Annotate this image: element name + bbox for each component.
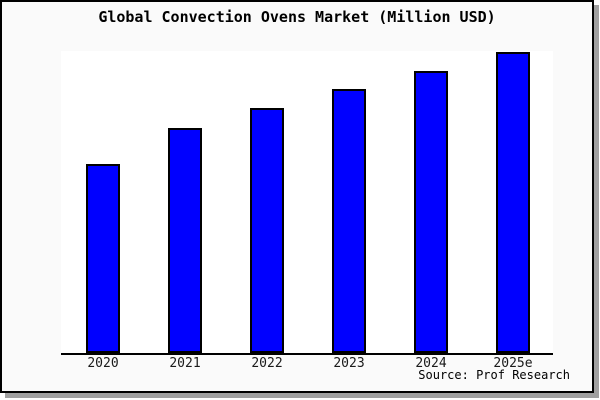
bar-2024	[414, 71, 448, 353]
x-axis-line	[61, 353, 553, 355]
bar-2020	[86, 164, 120, 353]
x-tick-label-2021: 2021	[169, 356, 201, 371]
x-tick-label-2023: 2023	[333, 356, 365, 371]
chart-card: Global Convection Ovens Market (Million …	[0, 0, 594, 393]
bar-2025e	[496, 52, 530, 353]
x-tick-label-2025e: 2025e	[493, 356, 533, 371]
x-tick-label-2024: 2024	[415, 356, 447, 371]
plot-area	[61, 51, 553, 353]
bar-2023	[332, 89, 366, 353]
bar-2022	[250, 108, 284, 353]
x-tick-label-2020: 2020	[87, 356, 119, 371]
x-tick-label-2022: 2022	[251, 356, 283, 371]
chart-title: Global Convection Ovens Market (Million …	[98, 8, 496, 26]
source-note: Source: Prof Research	[418, 368, 570, 382]
bar-2021	[168, 128, 202, 353]
